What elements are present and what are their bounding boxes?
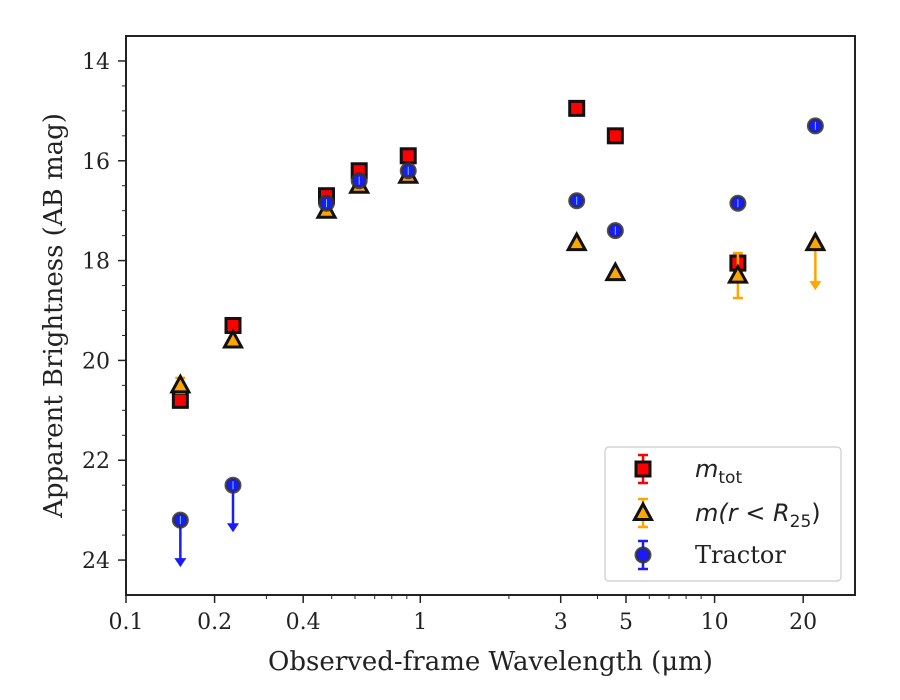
x-tick-label: 3 [554, 610, 568, 635]
y-tick-label: 14 [82, 50, 110, 75]
data-point [565, 231, 588, 252]
upper-limit-arrow [809, 281, 822, 291]
x-tick-label: 0.4 [286, 610, 321, 635]
series-r25 [169, 163, 827, 395]
data-point [726, 263, 749, 284]
x-tick-label: 0.2 [197, 610, 232, 635]
legend-item: m(r < R25) [631, 497, 821, 532]
legend-label: mtot [695, 455, 742, 488]
legend-item: mtot [634, 453, 742, 488]
x-tick-label: 10 [701, 610, 729, 635]
y-tick-label: 22 [82, 449, 110, 474]
data-point [221, 328, 245, 349]
legend-marker [631, 500, 655, 521]
data-point [604, 260, 627, 282]
y-tick-label: 18 [82, 250, 110, 275]
legend-label: m(r < R25) [695, 499, 821, 532]
data-point [169, 373, 192, 394]
legend-label: Tractor [695, 541, 786, 569]
data-point [568, 99, 586, 117]
legend-box [604, 446, 842, 582]
series-mtot [171, 99, 747, 409]
plot-frame [125, 35, 856, 596]
legend-item: Tractor [634, 539, 786, 571]
upper-limit-arrow [174, 558, 187, 568]
x-tick-label: 1 [413, 610, 427, 635]
x-tick-label: 5 [619, 610, 633, 635]
data-markers [169, 99, 827, 568]
x-tick-label: 20 [789, 610, 817, 635]
y-axis-label: Apparent Brightness (AB mag) [39, 113, 69, 519]
legend-marker [634, 546, 652, 564]
y-tick-label: 16 [82, 150, 110, 175]
x-axis-label: Observed-frame Wavelength (μm) [268, 647, 713, 677]
data-point [399, 147, 417, 165]
series-tractor [171, 117, 824, 568]
upper-limit-arrow [227, 523, 240, 533]
data-point [804, 231, 827, 252]
y-tick-label: 20 [82, 349, 110, 374]
y-tick-label: 24 [82, 549, 110, 574]
data-point [606, 127, 624, 145]
legend: mtot m(r < R25) Tractor [604, 446, 842, 582]
x-tick-label: 0.1 [109, 610, 144, 635]
axis-ticks: 0.1 0.2 0.4 1 3 5 10 20 14 16 18 20 22 24 [82, 50, 817, 635]
data-point [171, 391, 189, 409]
legend-marker [634, 460, 652, 478]
